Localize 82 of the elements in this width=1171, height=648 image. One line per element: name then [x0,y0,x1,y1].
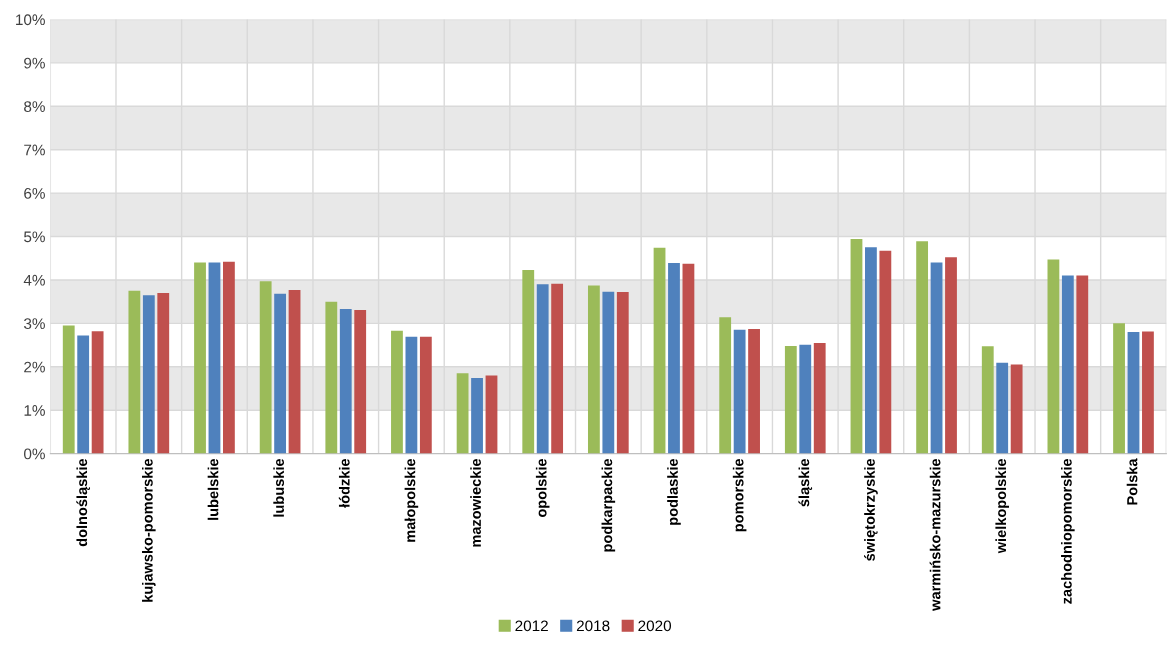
bar [1127,332,1140,454]
bar [339,309,352,454]
bar [916,241,929,454]
bar [157,292,170,454]
x-tick-label: lubuskie [273,458,285,517]
bar [1047,259,1060,454]
bar [62,325,75,454]
x-tick-label: małopolskie [404,458,419,542]
y-tick-label: 5% [24,231,45,243]
bar [91,331,104,454]
bar [784,345,797,454]
x-tick-label: warmińsko-mazurskie [929,458,941,611]
x-tick-label: podlaskie [667,458,681,525]
bar [719,317,732,454]
y-tick-label: 9% [24,57,45,69]
bar [1142,331,1154,454]
bar [945,257,957,454]
bar [879,250,892,454]
x-tick-label: pomorskie [732,458,747,532]
bar [274,293,287,454]
bar [602,291,615,454]
bar [551,283,564,454]
bar [865,247,877,454]
x-tick-label: zachodniopomorskie [1061,458,1075,604]
bar [536,284,549,454]
bar [194,262,206,454]
bar [813,342,826,454]
legend-label: 2012 [515,620,548,632]
bar [142,295,155,454]
x-tick-label: lubelskie [207,458,219,520]
x-tick-label: wielkopolskie [995,458,1009,554]
bar [1076,275,1089,454]
y-tick-label: 3% [23,318,45,330]
bar [208,262,221,454]
x-tick-label: łódzkie [338,458,350,508]
bar [733,329,746,454]
bar [77,335,90,454]
bar [259,281,272,454]
legend-label: 2018 [576,620,610,632]
bar [1113,323,1125,454]
x-tick-label: Polska [1126,458,1138,505]
bar [850,239,863,454]
x-tick-label: dolnośląskie [76,458,91,547]
bar [391,330,403,454]
bar [981,346,994,454]
bar [1061,275,1074,454]
bar [419,336,432,454]
bar [471,378,483,454]
x-tick-label: opolskie [535,458,550,518]
y-tick-label: 1% [24,405,45,416]
y-tick-label: 2% [24,361,45,373]
bar [616,292,629,454]
bar [799,344,812,454]
bar [405,336,418,454]
bar [682,263,695,454]
y-tick-label: 0% [24,448,45,460]
bar [1010,364,1023,454]
x-tick-label: podkarpackie [601,458,616,552]
bar [128,290,141,454]
y-tick-label: 4% [23,274,45,286]
x-tick-label: świętokrzyskie [864,458,878,561]
x-tick-label: kujawsko-pomorskie [142,458,156,602]
bar [587,285,600,454]
bar [996,362,1009,454]
bar [354,309,367,454]
x-tick-label: mazowieckie [470,458,481,547]
bar [288,289,301,454]
bar [456,373,469,454]
y-tick-label: 10% [16,14,45,26]
x-tick-label: śląskie [798,458,813,507]
bar [668,263,680,454]
y-tick-label: 8% [24,101,45,112]
bar [223,261,235,454]
y-tick-label: 6% [24,187,45,199]
bar [653,247,666,454]
y-tick-label: 7% [24,144,45,156]
bar [485,375,498,454]
bar [930,262,943,454]
legend-label: 2020 [638,620,672,632]
bar [522,269,535,454]
bar [325,301,338,454]
bar [748,329,760,454]
